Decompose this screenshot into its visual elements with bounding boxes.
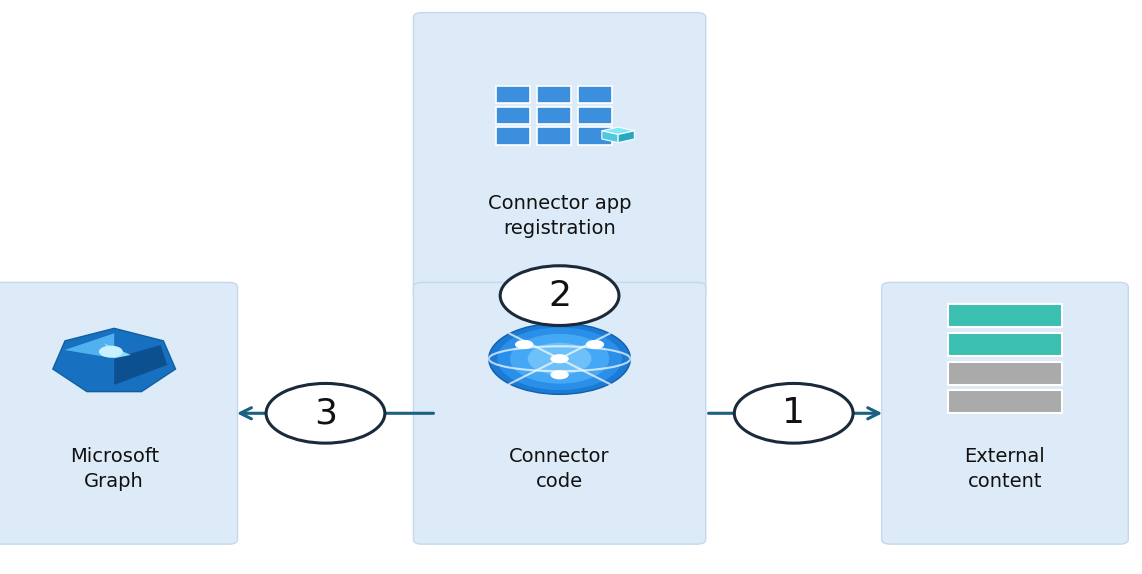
Circle shape [510, 334, 609, 383]
Bar [578, 127, 612, 145]
Bar [948, 304, 1062, 327]
Text: 1: 1 [782, 396, 805, 430]
Polygon shape [602, 127, 635, 134]
Circle shape [734, 383, 853, 443]
Polygon shape [602, 131, 618, 143]
Text: External
content: External content [965, 447, 1045, 491]
Bar [496, 107, 530, 124]
FancyBboxPatch shape [0, 282, 238, 544]
FancyBboxPatch shape [882, 282, 1128, 544]
Polygon shape [618, 131, 635, 143]
Circle shape [99, 346, 123, 358]
Circle shape [586, 340, 604, 349]
Circle shape [550, 370, 569, 379]
FancyBboxPatch shape [413, 282, 706, 544]
Bar [948, 333, 1062, 356]
Circle shape [528, 343, 592, 375]
Bar [578, 86, 612, 103]
Polygon shape [114, 345, 167, 385]
Circle shape [497, 327, 622, 390]
Circle shape [550, 354, 569, 363]
Circle shape [515, 340, 533, 349]
Circle shape [489, 323, 630, 394]
Text: 3: 3 [314, 396, 337, 430]
Circle shape [500, 266, 619, 325]
Bar [496, 86, 530, 103]
Bar [537, 107, 571, 124]
Circle shape [266, 383, 385, 443]
Bar [578, 107, 612, 124]
FancyBboxPatch shape [413, 13, 706, 297]
Polygon shape [64, 333, 114, 358]
Bar [948, 390, 1062, 413]
Bar [948, 362, 1062, 385]
Bar [537, 127, 571, 145]
Text: Microsoft
Graph: Microsoft Graph [70, 447, 159, 491]
Text: Connector
code: Connector code [509, 447, 610, 491]
Text: 2: 2 [548, 278, 571, 313]
Text: Connector app
registration: Connector app registration [488, 193, 632, 238]
Polygon shape [53, 328, 176, 391]
Polygon shape [104, 343, 131, 358]
Bar [537, 86, 571, 103]
Bar [496, 127, 530, 145]
